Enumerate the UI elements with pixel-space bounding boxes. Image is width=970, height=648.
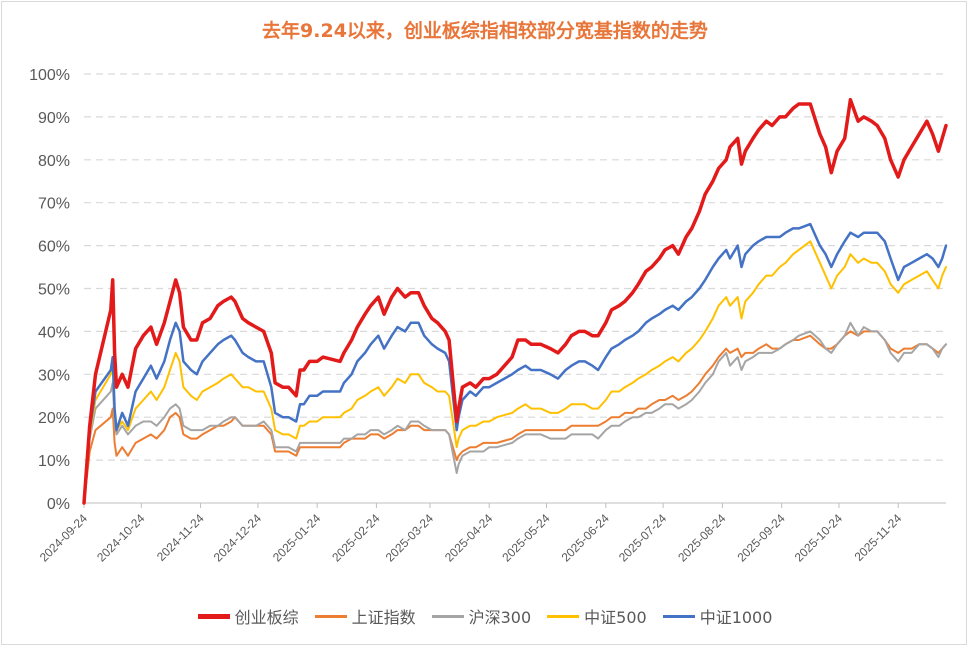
legend-item: 中证1000 xyxy=(662,604,773,628)
series-line-3 xyxy=(83,240,947,504)
x-tick-label: 2025-03-24 xyxy=(383,511,437,565)
y-tick-label: 20% xyxy=(38,410,70,427)
y-tick-label: 90% xyxy=(38,110,70,127)
legend-item: 创业板综 xyxy=(197,604,299,628)
legend-swatch xyxy=(547,614,580,618)
x-tick-label: 2025-05-24 xyxy=(499,511,553,565)
x-tick-label: 2025-02-24 xyxy=(329,511,383,565)
x-tick-label: 2024-09-24 xyxy=(37,511,91,565)
legend-item: 中证500 xyxy=(547,604,647,628)
x-tick-label: 2025-09-24 xyxy=(734,511,788,565)
x-axis: 2024-09-24 2024-10-24 2024-11-24 2024-12-24… xyxy=(37,502,946,565)
x-tick-label: 2025-07-24 xyxy=(616,511,670,565)
series-line-2 xyxy=(83,321,947,504)
x-tick-label: 2024-10-24 xyxy=(94,511,148,565)
series-line-0 xyxy=(82,97,948,505)
gridlines xyxy=(84,73,946,461)
x-tick-label: 2025-04-24 xyxy=(442,511,496,565)
x-tick-label: 2025-01-24 xyxy=(270,511,324,565)
legend-label: 中证1000 xyxy=(699,608,773,627)
series-lines xyxy=(82,97,948,505)
x-tick-label: 2025-08-24 xyxy=(675,511,729,565)
y-tick-label: 70% xyxy=(38,196,70,213)
y-tick-label: 30% xyxy=(38,367,70,384)
y-tick-label: 50% xyxy=(38,282,70,299)
x-tick-label: 2024-11-24 xyxy=(154,511,207,564)
series-line-4 xyxy=(82,222,948,505)
legend-item: 沪深300 xyxy=(431,604,532,628)
legend-label: 沪深300 xyxy=(468,608,532,627)
x-tick-label: 2025-10-24 xyxy=(792,511,846,565)
y-tick-label: 0% xyxy=(47,496,70,513)
y-tick-label: 100% xyxy=(29,67,70,84)
y-tick-label: 40% xyxy=(38,324,70,341)
x-tick-label: 2025-11-24 xyxy=(852,511,905,564)
y-tick-label: 10% xyxy=(38,453,70,470)
legend-item: 上证指数 xyxy=(314,604,416,628)
legend-label: 中证500 xyxy=(584,608,647,627)
y-tick-label: 60% xyxy=(38,239,70,256)
x-tick-label: 2025-06-24 xyxy=(559,511,613,565)
y-axis-labels: 100% 90% 80% 70% 60% 50% 40% 30% 20% 10% 0% xyxy=(29,67,70,513)
legend-swatch xyxy=(197,613,230,619)
y-tick-label: 80% xyxy=(38,153,70,170)
x-tick-label: 2024-12-24 xyxy=(211,511,265,565)
legend: 创业板综 上证指数 沪深300 中证500 中证1000 xyxy=(0,604,970,628)
legend-swatch xyxy=(662,614,695,618)
legend-swatch xyxy=(431,614,464,618)
legend-swatch xyxy=(314,614,347,618)
legend-label: 创业板综 xyxy=(234,608,299,627)
chart-title: 去年9.24以来，创业板综指相较部分宽基指数的走势 xyxy=(262,20,708,42)
legend-label: 上证指数 xyxy=(351,608,416,627)
